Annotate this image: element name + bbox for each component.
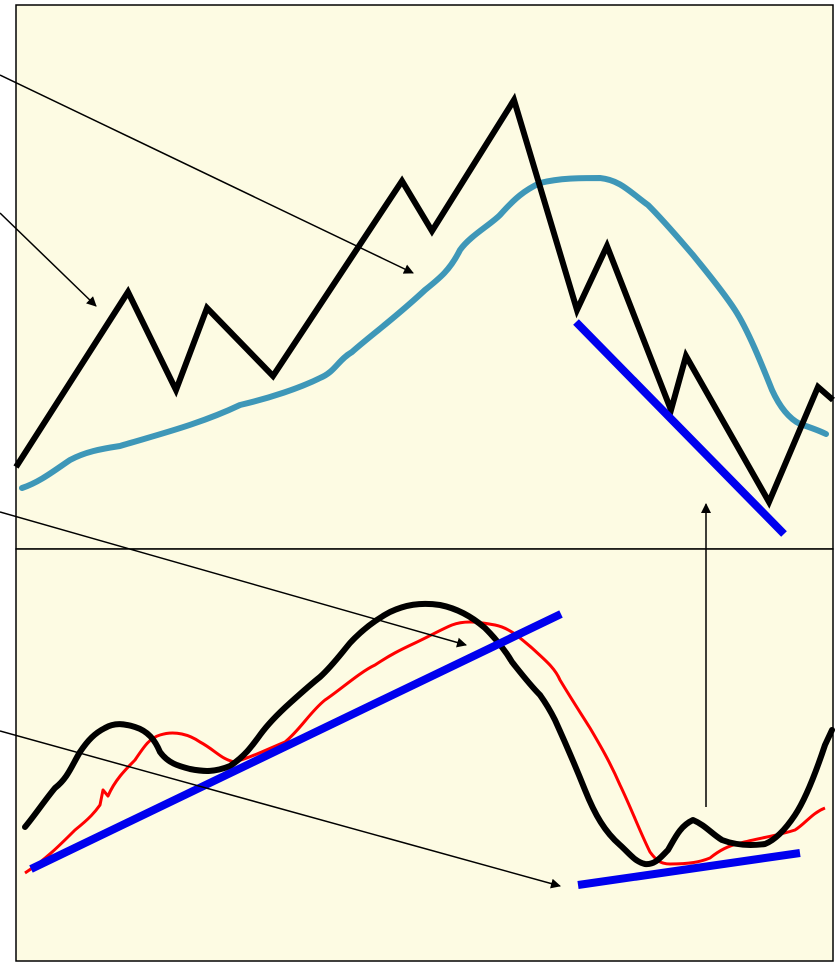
oscillator-line xyxy=(22,600,835,868)
price-line xyxy=(13,92,835,509)
oscillator-trendline-low xyxy=(577,849,801,889)
signal-line xyxy=(24,620,826,875)
arrow-to-price-line xyxy=(0,212,97,307)
arrow-to-low-trendline xyxy=(0,730,561,889)
moving-average-line xyxy=(19,175,829,491)
arrow-to-moving-average xyxy=(0,74,414,274)
price-trendline xyxy=(573,319,787,537)
oscillator-trendline-rising xyxy=(29,610,563,873)
price-panel xyxy=(15,4,834,550)
indicator-panel xyxy=(15,548,834,962)
arrow-to-signal-line xyxy=(0,511,467,648)
